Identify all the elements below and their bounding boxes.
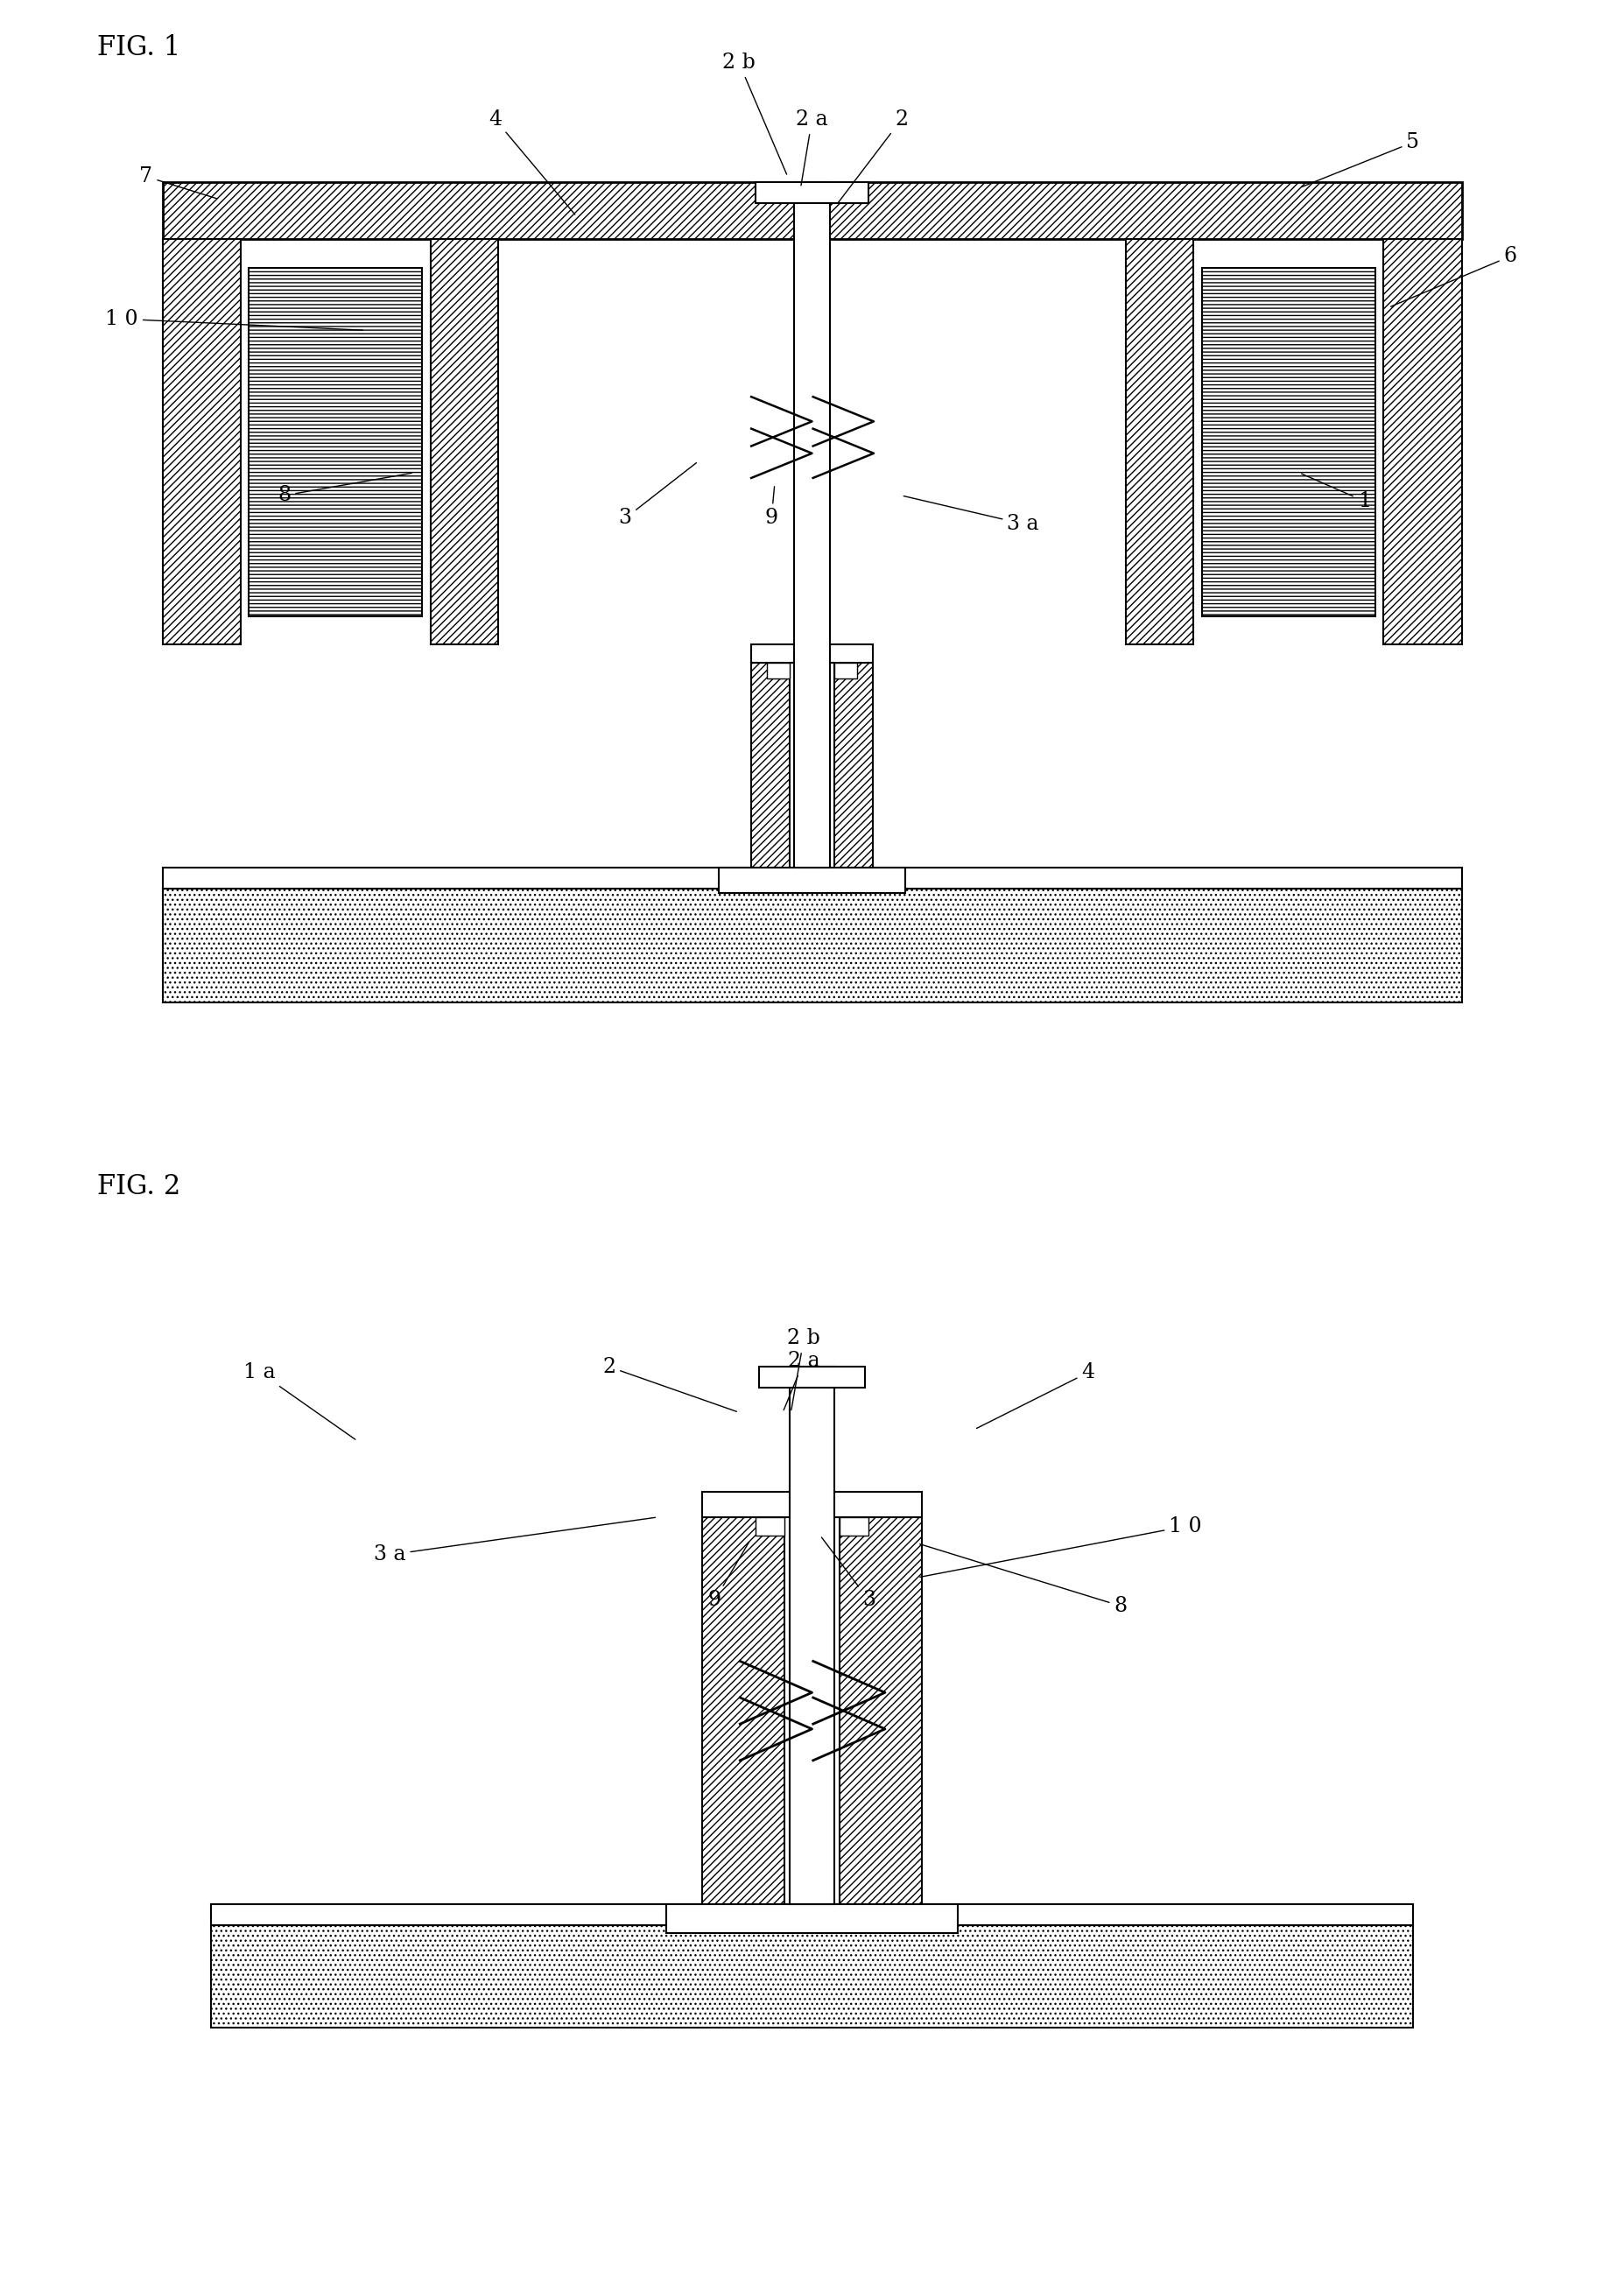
Bar <box>840 1517 922 1904</box>
Bar <box>755 1517 784 1535</box>
Text: FIG. 1: FIG. 1 <box>97 34 180 62</box>
Bar <box>750 663 789 868</box>
Text: 8: 8 <box>278 474 412 506</box>
Text: 1: 1 <box>1301 474 1371 510</box>
Bar <box>767 663 789 679</box>
Text: 1 a: 1 a <box>244 1362 356 1440</box>
Text: 1 0: 1 0 <box>106 310 364 330</box>
Text: 3 a: 3 a <box>903 497 1039 533</box>
Text: 7: 7 <box>140 166 218 198</box>
Bar <box>666 1904 958 1932</box>
Bar <box>794 182 830 868</box>
Bar <box>162 182 1462 239</box>
Text: 2 a: 2 a <box>796 109 828 185</box>
Bar <box>162 888 1462 1002</box>
Bar <box>835 663 857 679</box>
Bar <box>718 868 906 893</box>
Text: 2: 2 <box>603 1358 737 1412</box>
Bar <box>760 1367 866 1387</box>
Bar <box>1125 239 1194 645</box>
Text: 2 b: 2 b <box>723 52 786 175</box>
Bar <box>703 1517 784 1904</box>
Bar <box>835 663 874 868</box>
Text: 3: 3 <box>619 462 697 528</box>
Text: 8: 8 <box>919 1544 1127 1615</box>
Text: 3: 3 <box>822 1538 875 1611</box>
Text: 3 a: 3 a <box>374 1517 656 1565</box>
Text: FIG. 2: FIG. 2 <box>97 1173 180 1201</box>
Text: 5: 5 <box>1301 132 1419 187</box>
Bar <box>750 645 874 663</box>
Bar <box>1384 239 1462 645</box>
Text: 6: 6 <box>1390 246 1517 308</box>
Text: 9: 9 <box>708 1542 749 1611</box>
Text: 2 b: 2 b <box>788 1328 820 1410</box>
Text: 9: 9 <box>765 487 778 528</box>
Bar <box>789 1367 835 1904</box>
Bar <box>703 1492 922 1517</box>
Bar <box>162 868 1462 888</box>
Bar <box>248 267 422 615</box>
Bar <box>430 239 499 645</box>
Bar <box>211 1904 1413 1925</box>
Text: 1 0: 1 0 <box>919 1517 1202 1576</box>
Bar <box>1202 267 1376 615</box>
Text: 2 a: 2 a <box>784 1351 820 1410</box>
Text: 2: 2 <box>838 109 908 203</box>
Bar <box>755 182 869 203</box>
Text: 4: 4 <box>976 1362 1095 1428</box>
Bar <box>211 1925 1413 2027</box>
Bar <box>840 1517 869 1535</box>
Text: 4: 4 <box>489 109 575 214</box>
Bar <box>162 239 240 645</box>
